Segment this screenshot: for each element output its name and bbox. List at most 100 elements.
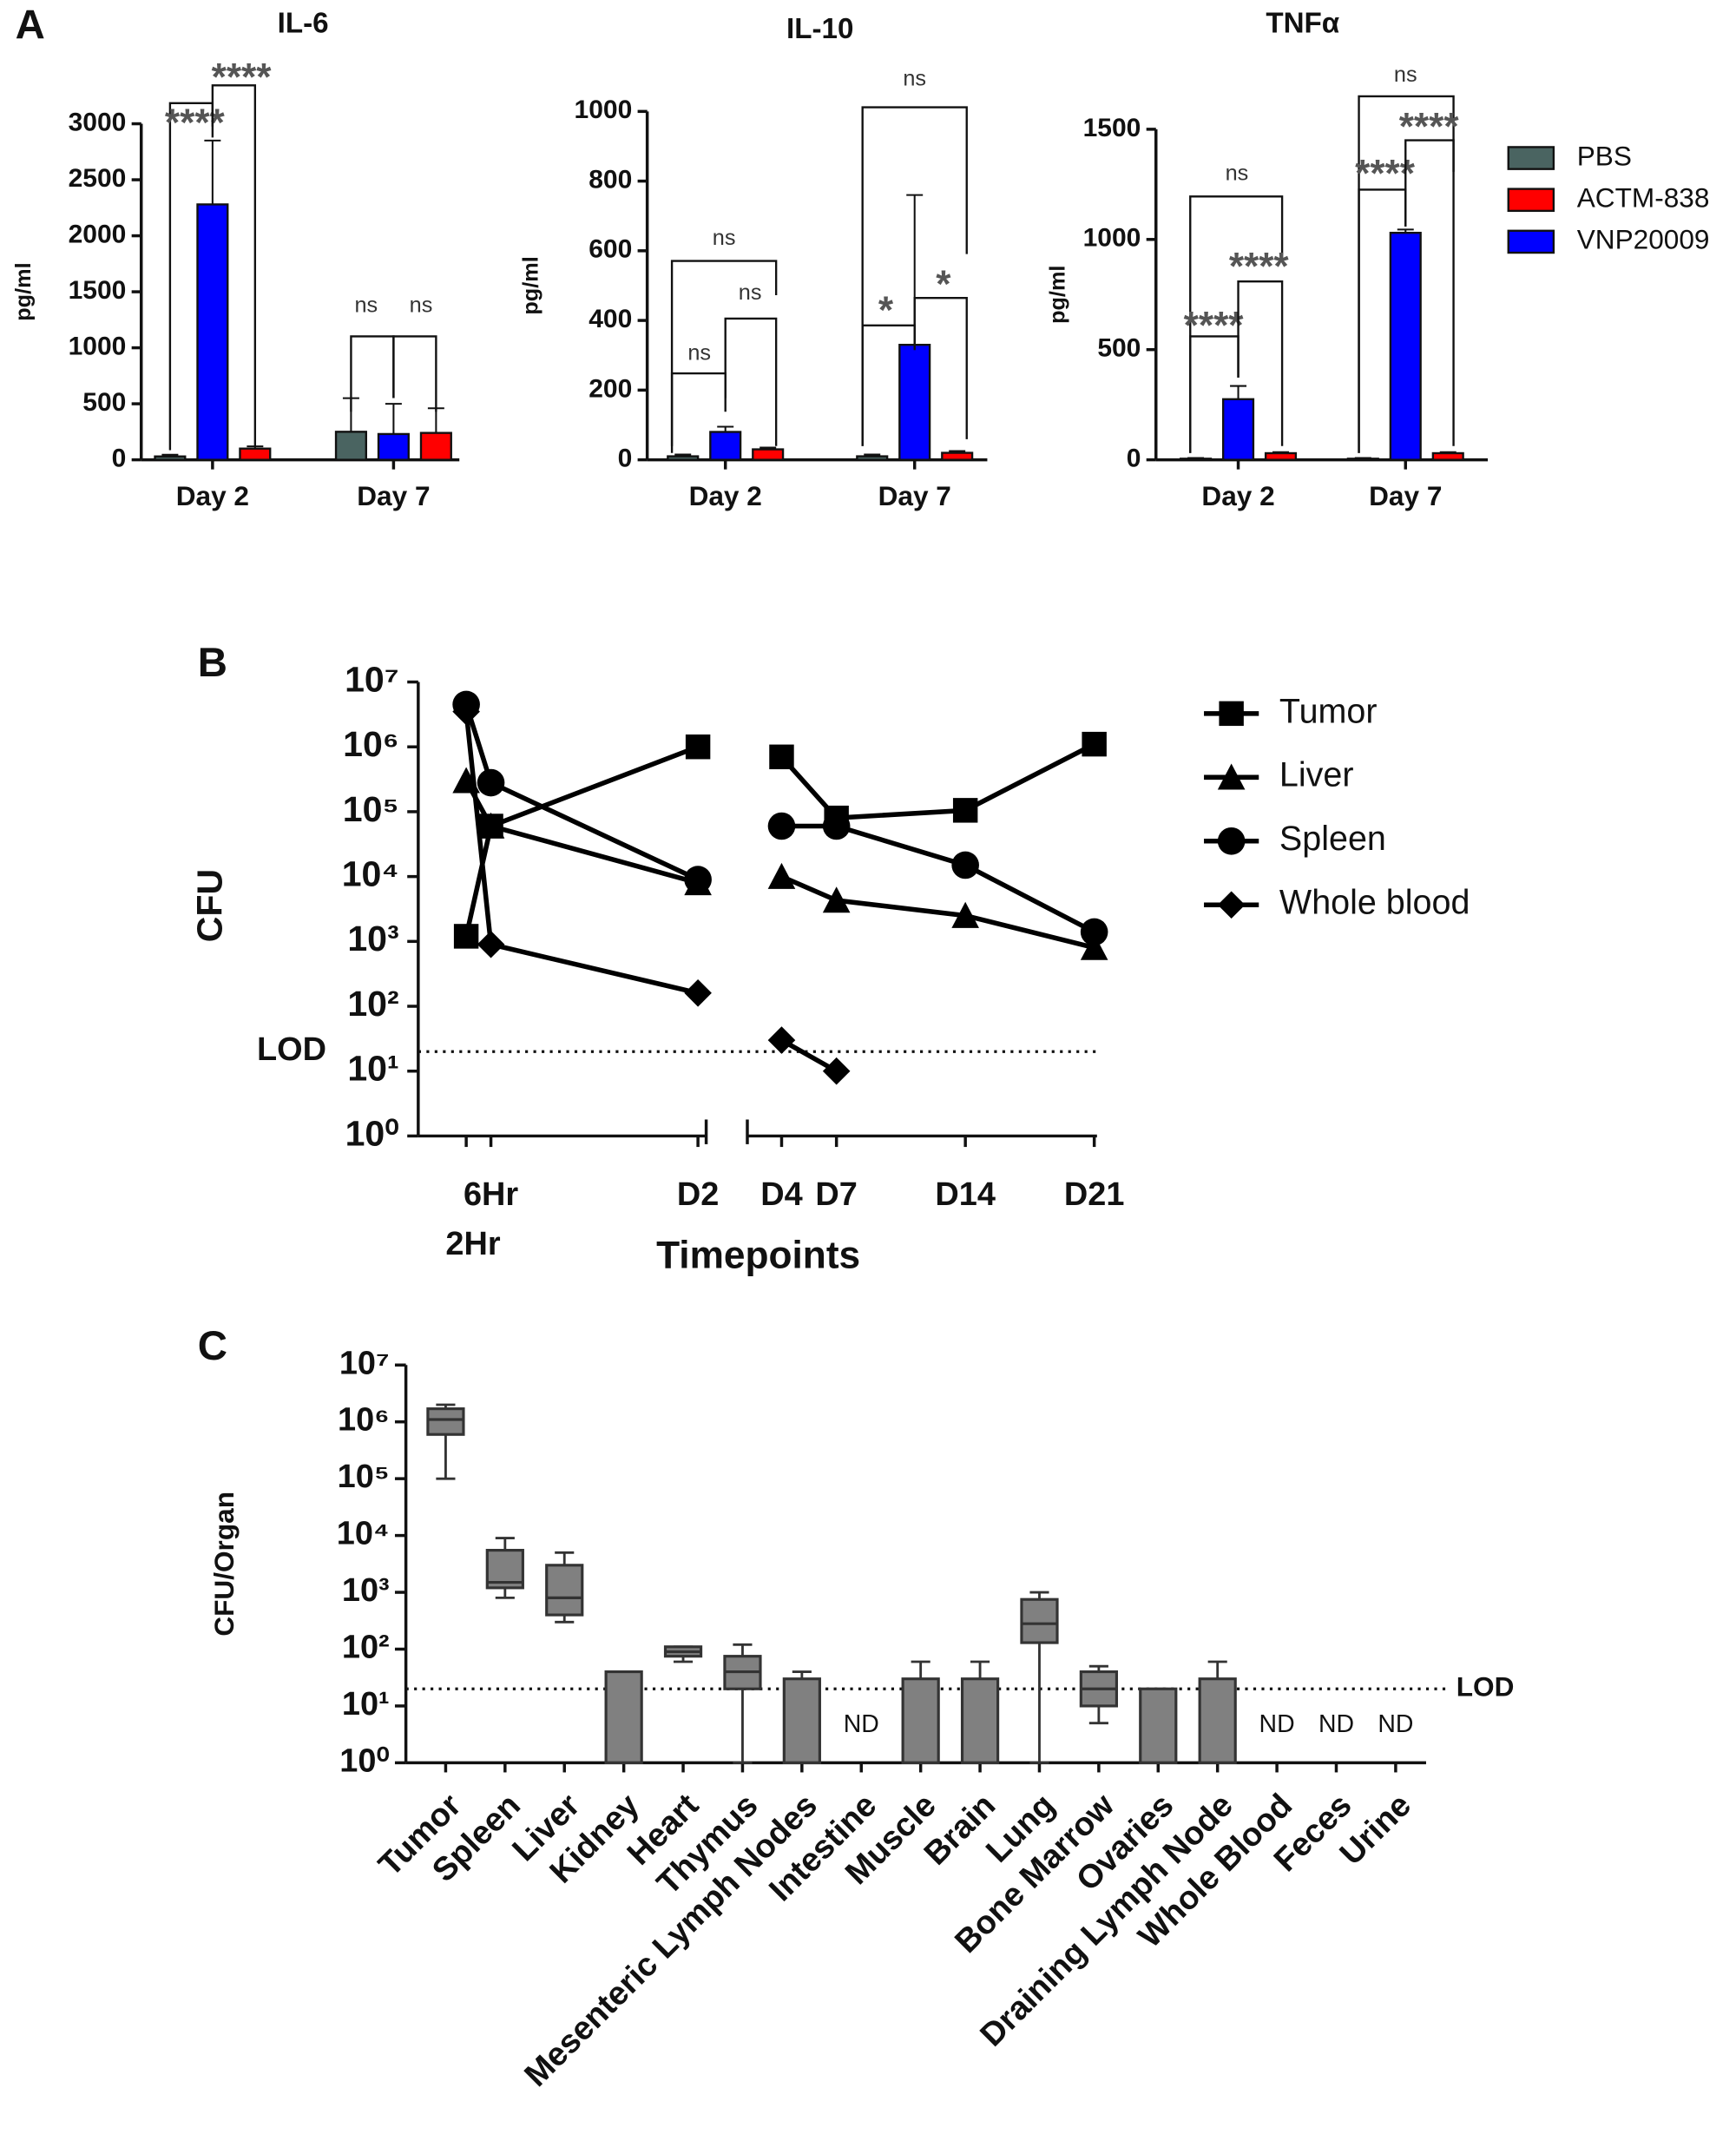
bar — [1389, 231, 1422, 461]
bar — [154, 455, 187, 461]
error-bar — [385, 403, 402, 434]
legend-label: Whole blood — [1279, 884, 1470, 922]
marker — [769, 744, 794, 770]
y-tick-label: 10⁶ — [343, 724, 399, 764]
panel-label: B — [198, 640, 227, 686]
marker — [952, 798, 978, 823]
y-tick-label: 10⁵ — [343, 789, 399, 829]
box — [1198, 1677, 1237, 1764]
legend-marker — [1219, 701, 1244, 727]
bar — [856, 455, 889, 461]
bar — [377, 432, 410, 461]
error-bar — [760, 446, 777, 450]
legend-marker — [1217, 891, 1246, 919]
marker — [951, 851, 979, 879]
y-axis-label: CFU/Organ — [208, 1492, 240, 1637]
x-tick-label: D21 — [1064, 1176, 1125, 1213]
significance-label: ns — [1226, 161, 1249, 186]
significance-label: **** — [1184, 305, 1245, 347]
bar — [334, 431, 367, 461]
marker — [477, 930, 505, 958]
y-tick-label: 500 — [1097, 334, 1141, 363]
significance-label: **** — [1229, 246, 1290, 288]
x-axis-label: Timepoints — [656, 1235, 860, 1277]
series-line — [779, 741, 1095, 821]
legend-swatch — [1507, 229, 1555, 254]
x-tick-label: Day 7 — [878, 480, 951, 511]
error-bar — [949, 450, 966, 453]
bar — [239, 447, 272, 461]
significance-bracket — [861, 106, 968, 446]
error-bar — [427, 407, 444, 433]
marker — [767, 812, 796, 840]
y-tick-label: 10⁶ — [338, 1402, 390, 1439]
error-bar — [717, 425, 734, 432]
significance-label: * — [878, 289, 894, 332]
significance-bracket — [211, 84, 257, 446]
y-tick-label: 10³ — [347, 919, 398, 958]
y-axis-label: pg/ml — [519, 256, 543, 314]
series-line — [780, 874, 1095, 951]
panel-label: C — [198, 1323, 227, 1369]
marker — [684, 978, 712, 1007]
legend-label: VNP20009 — [1577, 224, 1710, 255]
legend-label: PBS — [1577, 140, 1632, 171]
bar — [709, 431, 742, 461]
y-tick-label: 10¹ — [347, 1049, 398, 1089]
marker — [477, 812, 505, 839]
marker — [951, 901, 979, 928]
significance-label: **** — [165, 102, 226, 144]
legend-label: Spleen — [1279, 820, 1386, 858]
bar — [419, 431, 452, 461]
panel-label: A — [16, 2, 45, 48]
significance-label: ns — [739, 280, 762, 305]
y-tick-label: 600 — [589, 235, 632, 264]
legend-marker — [1217, 763, 1246, 790]
y-tick-label: 10⁰ — [345, 1113, 399, 1153]
x-tick-label: Day 2 — [1201, 480, 1274, 511]
legend-swatch — [1507, 188, 1555, 213]
marker — [767, 862, 796, 889]
error-bar — [1272, 451, 1289, 453]
error-bar — [1354, 457, 1371, 459]
box — [1139, 1687, 1178, 1764]
marker — [453, 924, 479, 949]
significance-bracket — [724, 317, 778, 446]
y-tick-label: 10⁴ — [337, 1516, 390, 1552]
bar — [1221, 398, 1255, 461]
box — [960, 1677, 1000, 1764]
chart-title: IL-6 — [278, 8, 329, 40]
significance-bracket — [913, 297, 968, 439]
significance-label: ns — [410, 293, 433, 317]
x-tick-label: Day 2 — [689, 480, 762, 511]
y-tick-label: 10⁷ — [345, 659, 399, 699]
significance-bracket — [1404, 139, 1455, 446]
reference-label: LOD — [257, 1031, 326, 1068]
box — [901, 1677, 940, 1764]
chart-title: TNFα — [1266, 8, 1339, 40]
significance-bracket — [1237, 280, 1284, 446]
no-data-label: ND — [844, 1710, 879, 1738]
y-tick-label: 200 — [589, 374, 632, 403]
bar — [941, 451, 974, 461]
y-axis-label: pg/ml — [11, 262, 36, 320]
y-tick-label: 500 — [82, 388, 126, 417]
y-tick-label: 10⁰ — [339, 1742, 389, 1779]
significance-label: ns — [1394, 63, 1417, 87]
y-tick-label: 1000 — [575, 96, 633, 124]
y-tick-label: 0 — [1127, 445, 1141, 473]
significance-label: **** — [1399, 106, 1460, 148]
box — [1020, 1597, 1059, 1644]
box — [426, 1407, 465, 1436]
bar — [1431, 451, 1464, 461]
marker — [822, 1057, 851, 1085]
no-data-label: ND — [1259, 1710, 1295, 1738]
chart-title: IL-10 — [786, 13, 853, 45]
significance-label: ns — [354, 293, 378, 317]
y-tick-label: 2000 — [69, 220, 127, 248]
y-tick-label: 10⁵ — [338, 1459, 390, 1495]
marker — [685, 734, 711, 760]
series-line — [780, 1037, 838, 1074]
marker — [1082, 731, 1107, 757]
